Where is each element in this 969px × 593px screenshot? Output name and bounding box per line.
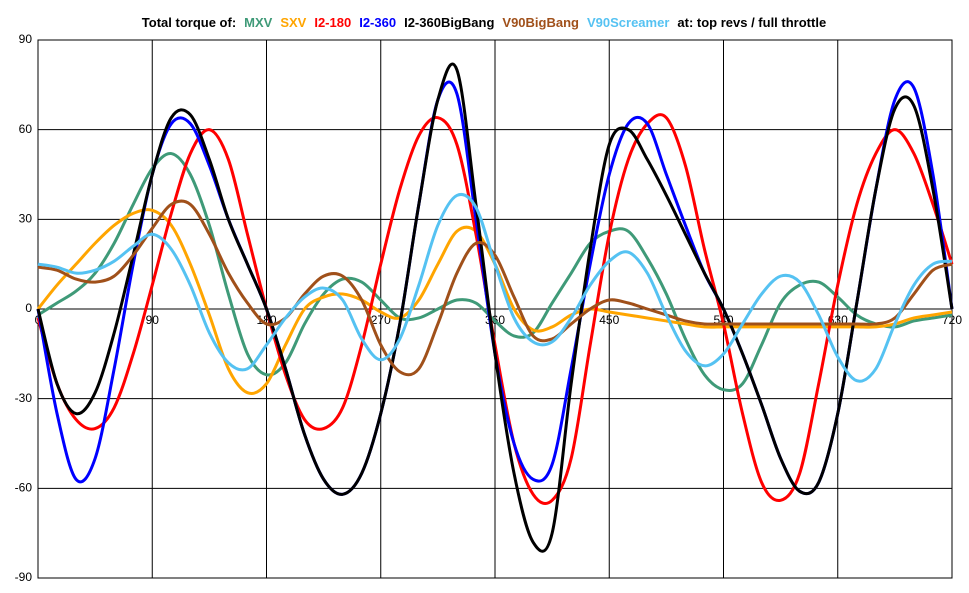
title-text: at: top revs / full throttle xyxy=(677,15,826,30)
series-line xyxy=(36,62,954,553)
legend-entry: I2-360 xyxy=(359,15,396,30)
chart-title: Total torque of: MXV SXV I2-180 I2-360 I2-360… xyxy=(142,15,826,30)
legend-entry: SXV xyxy=(280,15,306,30)
y-tick-label: 90 xyxy=(19,32,33,46)
x-tick-label: 270 xyxy=(371,313,391,327)
y-tick-label: -60 xyxy=(15,481,33,495)
y-tick-label: 60 xyxy=(19,122,33,136)
x-tick-label: 90 xyxy=(146,313,160,327)
legend-entry: MXV xyxy=(244,15,273,30)
title-text: Total torque of: xyxy=(142,15,236,30)
y-tick-label: 0 xyxy=(25,301,32,315)
y-tick-label: 30 xyxy=(19,212,33,226)
series-line xyxy=(36,113,954,506)
y-tick-label: -90 xyxy=(15,570,33,584)
legend-entry: V90BigBang xyxy=(502,15,579,30)
x-tick-label: 450 xyxy=(599,313,619,327)
legend-entry: V90Screamer xyxy=(587,15,669,30)
series-line xyxy=(37,152,953,392)
series-line xyxy=(37,192,953,383)
legend-entry: I2-360BigBang xyxy=(404,15,494,30)
y-tick-label: -30 xyxy=(15,391,33,405)
legend-entry: I2-180 xyxy=(314,15,351,30)
series-line xyxy=(37,199,953,377)
